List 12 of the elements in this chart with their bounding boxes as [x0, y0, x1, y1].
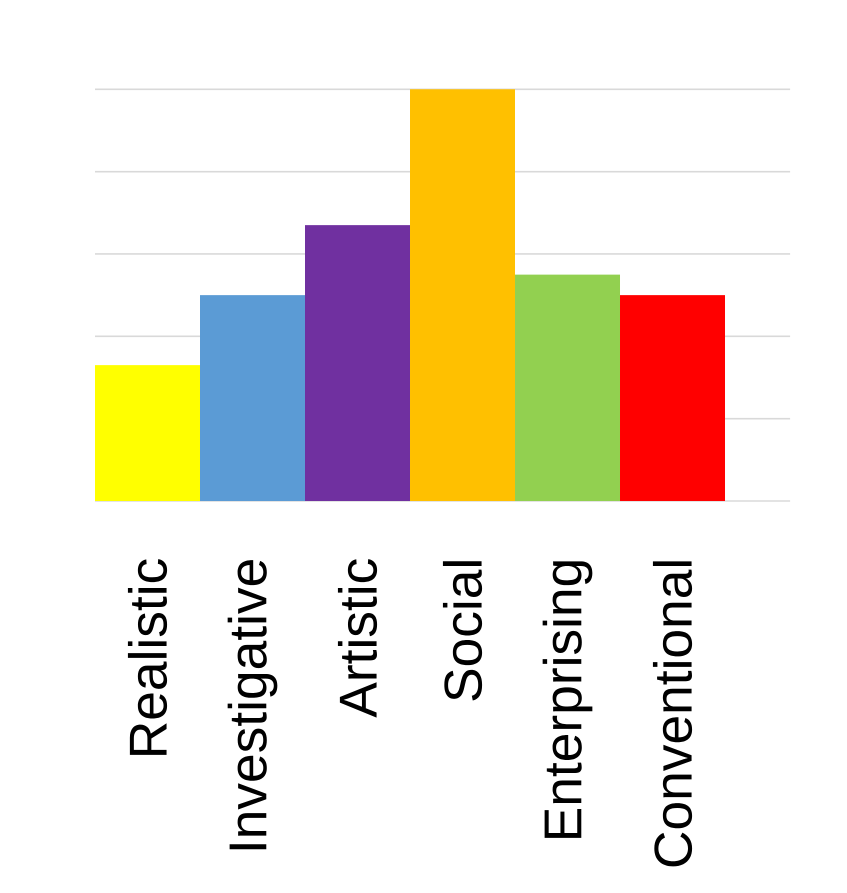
x-tick-label: Investigative — [228, 560, 278, 850]
bar — [515, 274, 620, 501]
x-tick-label: Realistic — [128, 559, 168, 755]
x-tick-label: Social — [442, 561, 482, 701]
x-tick-label: Conventional — [652, 561, 692, 866]
x-tick-label: Artistic — [338, 559, 378, 718]
x-tick-label: Enterprising — [542, 561, 592, 838]
bar — [305, 225, 410, 501]
bar — [95, 365, 200, 501]
bar — [410, 89, 516, 501]
bar — [200, 295, 305, 501]
bar — [620, 295, 726, 501]
